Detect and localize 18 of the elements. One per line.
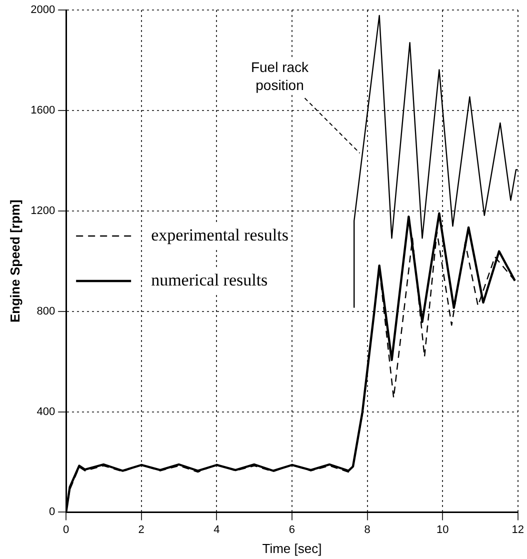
annotation: Fuel rack position [250, 59, 310, 94]
x-tick-label: 0 [63, 524, 70, 536]
x-tick-label: 8 [364, 524, 370, 536]
y-tick-label: 400 [36, 406, 56, 418]
y-axis-title: Engine Speed [rpm] [7, 200, 22, 322]
legend-label: numerical results [151, 270, 268, 290]
x-tick-label: 4 [214, 524, 220, 536]
y-tick-label: 1600 [30, 104, 56, 116]
x-tick-label: 12 [512, 524, 524, 536]
legend-label: experimental results [151, 225, 288, 244]
y-tick-label: 2000 [30, 4, 56, 16]
y-tick-label: 0 [48, 506, 56, 518]
x-axis-title: Time [sec] [262, 540, 322, 556]
y-tick-label: 800 [36, 305, 56, 318]
x-tick-label: 10 [436, 524, 449, 536]
x-tick-label: 6 [288, 524, 296, 536]
y-tick-label: 1200 [30, 204, 56, 217]
x-tick-label: 2 [138, 524, 144, 536]
